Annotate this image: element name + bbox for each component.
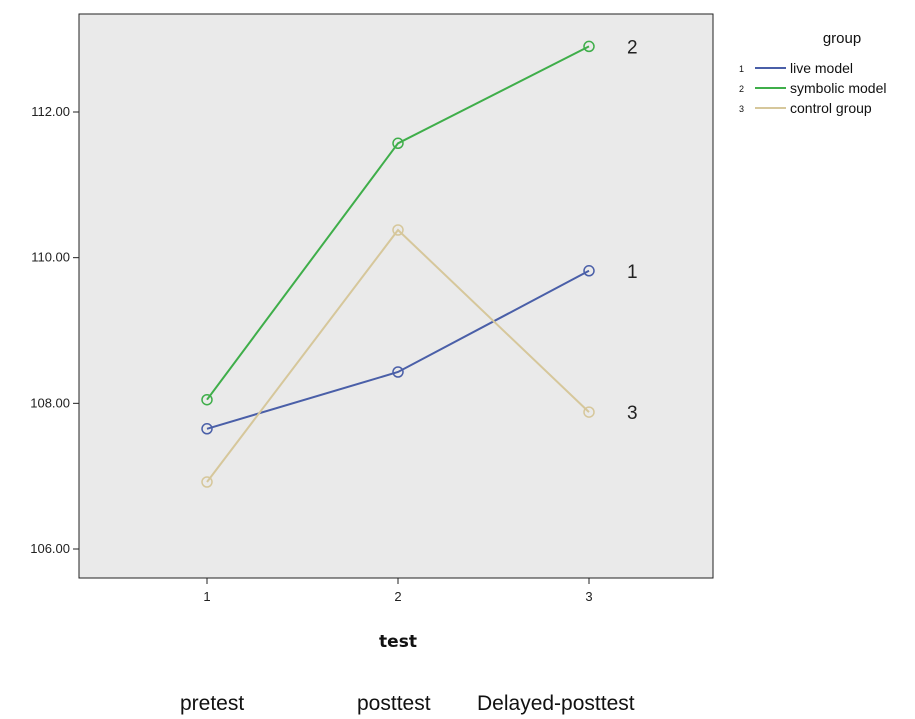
- legend-label: live model: [790, 60, 853, 76]
- legend-code: 2: [739, 84, 744, 94]
- series-end-label: 1: [627, 262, 638, 283]
- series-end-label: 3: [627, 403, 638, 424]
- y-tick-label: 110.00: [31, 250, 70, 265]
- x-axis-title: test: [379, 632, 417, 652]
- x-axis: 1 2 3: [203, 578, 593, 604]
- series-line: [206, 269, 590, 430]
- plot-area: [78, 13, 714, 579]
- data-point: [583, 406, 595, 418]
- legend-title: group: [823, 30, 861, 47]
- series-line: [206, 45, 590, 401]
- data-point: [201, 393, 213, 406]
- data-point: [583, 265, 595, 277]
- data-point: [392, 137, 404, 150]
- caption-pretest: pretest: [180, 692, 245, 715]
- caption-posttest: posttest: [357, 692, 431, 715]
- x-tick-label: 1: [203, 589, 210, 604]
- series-line: [206, 228, 590, 483]
- data-point: [392, 224, 404, 236]
- legend-label: symbolic model: [790, 80, 886, 96]
- caption-delayed-posttest: Delayed-posttest: [477, 692, 635, 715]
- data-point: [201, 423, 213, 435]
- legend: group 1 live model 2 symbolic model 3 control…: [739, 30, 886, 116]
- series-1: 1: [201, 262, 638, 435]
- series-end-label: 2: [627, 37, 638, 58]
- legend-item: 2 symbolic model: [739, 80, 886, 96]
- series-layer: 1 2 3: [201, 37, 638, 488]
- legend-item: 1 live model: [739, 60, 853, 76]
- legend-code: 1: [739, 64, 744, 74]
- y-tick-label: 108.00: [30, 395, 70, 410]
- y-tick-label: 112.00: [31, 104, 70, 119]
- legend-item: 3 control group: [739, 100, 872, 116]
- data-point: [583, 40, 595, 53]
- x-tick-label: 2: [394, 589, 401, 604]
- legend-code: 3: [739, 104, 744, 114]
- y-axis: 106.00 108.00 110.00 112.00: [30, 104, 79, 556]
- x-tick-label: 3: [585, 589, 592, 604]
- y-tick-label: 106.00: [30, 541, 70, 556]
- data-point: [201, 476, 213, 488]
- legend-label: control group: [790, 100, 872, 116]
- data-point: [392, 366, 404, 378]
- series-2: 2: [201, 37, 638, 406]
- series-3: 3: [201, 224, 638, 488]
